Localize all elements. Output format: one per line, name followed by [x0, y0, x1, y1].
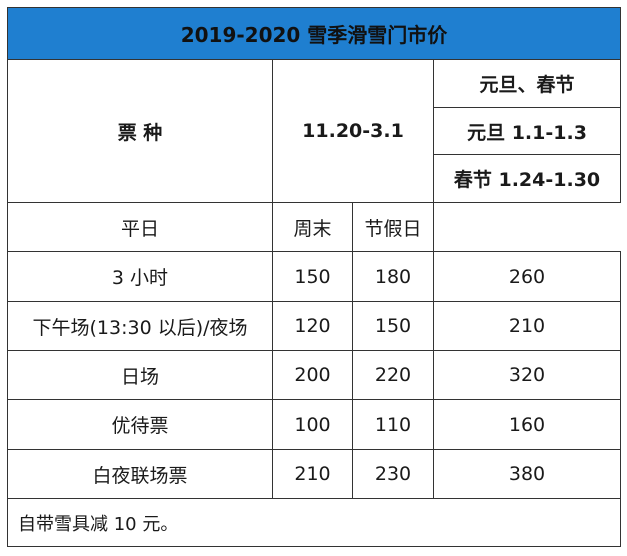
header-row-4: 平日 周末 节假日: [7, 202, 621, 252]
weekday-price: 150: [272, 251, 353, 302]
header-row-1: 票 种 11.20-3.1 元旦、春节: [7, 59, 622, 203]
weekday-price: 100: [272, 399, 353, 450]
header-row-3: 春节 1.24-1.30: [8, 154, 622, 203]
note-row: 自带雪具减 10 元。: [6, 498, 622, 547]
header-row-2: 元旦 1.1-1.3: [8, 107, 622, 155]
ticket-name: 3 小时: [7, 251, 273, 302]
ticket-name: 下午场(13:30 以后)/夜场: [7, 301, 273, 351]
holiday-spring-header: 春节 1.24-1.30: [432, 154, 622, 203]
holiday-newyear-header: 元旦 1.1-1.3: [432, 107, 622, 155]
weekday-header: 平日: [7, 202, 273, 252]
table-row: 3 小时 150 180 260: [7, 251, 622, 302]
table-title: 2019-2020 雪季滑雪门市价: [6, 7, 622, 60]
table-row: 下午场(13:30 以后)/夜场 120 150 210: [7, 301, 622, 351]
holiday-price: 320: [432, 350, 622, 400]
holiday-price: 160: [432, 399, 622, 450]
ticket-name: 优待票: [7, 399, 273, 450]
weekday-price: 210: [272, 449, 353, 499]
table-row: 日场 200 220 320: [7, 350, 622, 400]
weekend-price: 150: [352, 301, 434, 351]
weekend-price: 220: [352, 350, 434, 400]
weekday-price: 200: [272, 350, 353, 400]
table-row: 优待票 100 110 160: [7, 399, 622, 450]
season-period-header: 11.20-3.1: [272, 59, 434, 203]
price-table: 2019-2020 雪季滑雪门市价 票 种 11.20-3.1 元旦、春节 元旦…: [6, 7, 622, 547]
weekend-price: 180: [352, 251, 434, 302]
holiday-price: 210: [432, 301, 622, 351]
table-row: 白夜联场票 210 230 380: [7, 449, 622, 499]
note-text: 自带雪具减 10 元。: [6, 498, 622, 547]
weekend-price: 110: [352, 399, 434, 450]
weekday-price: 120: [272, 301, 353, 351]
holiday-title-header: 元旦、春节: [432, 59, 622, 108]
holiday-price: 380: [432, 449, 622, 499]
weekend-price: 230: [352, 449, 434, 499]
holiday-header: 节假日: [352, 202, 434, 252]
ticket-name: 日场: [7, 350, 273, 400]
title-row: 2019-2020 雪季滑雪门市价: [6, 7, 622, 60]
holiday-price: 260: [432, 251, 622, 302]
weekend-header: 周末: [272, 202, 353, 252]
ticket-type-header: 票 种: [7, 59, 273, 203]
ticket-name: 白夜联场票: [7, 449, 273, 499]
